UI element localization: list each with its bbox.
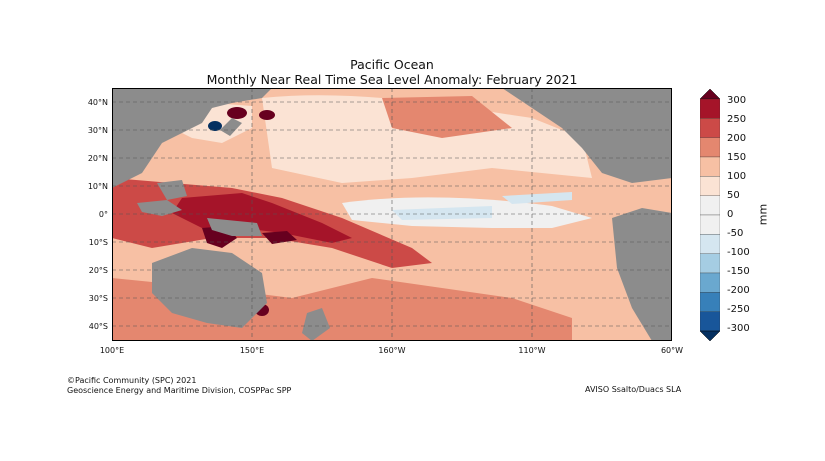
land-japan: [220, 118, 242, 136]
land-new-zealand: [302, 308, 330, 341]
sea-level-anomaly-map: [112, 88, 672, 341]
colorbar-cell: [699, 118, 721, 138]
graticule: [112, 88, 672, 341]
colorbar-cell: [699, 195, 721, 216]
colorbar-cell: [699, 156, 721, 177]
land-north-america: [502, 88, 672, 183]
colorbar-cell: [699, 272, 721, 293]
anomaly-kuroshio-warm-2: [259, 110, 275, 120]
credit-division: Geoscience Energy and Maritime Division,…: [67, 386, 292, 395]
land-south-america: [612, 208, 672, 341]
anomaly-warm-core-2: [262, 231, 297, 244]
lon-label-110w: 110°W: [518, 346, 546, 355]
land-australia: [152, 248, 267, 328]
colorbar-tick-50: 50: [727, 190, 740, 201]
lat-label-10s: 10°S: [88, 238, 108, 247]
colorbar-tick-neg150: -150: [727, 266, 750, 277]
colorbar-tick-300: 300: [727, 95, 747, 106]
title-region: Pacific Ocean: [350, 57, 434, 72]
anomaly-kuroshio-cold: [208, 121, 222, 131]
colorbar-cell: [699, 214, 721, 235]
anomaly-kuroshio-warm: [227, 107, 247, 119]
lat-label-40s: 40°S: [88, 322, 108, 331]
colorbar-cell: [699, 292, 721, 312]
lat-label-30n: 30°N: [87, 126, 108, 135]
credit-copyright: ©Pacific Community (SPC) 2021: [67, 376, 197, 385]
colorbar-tick-250: 250: [727, 114, 747, 125]
colorbar-tick-neg250: -250: [727, 304, 750, 315]
lat-label-20s: 20°S: [88, 266, 108, 275]
colorbar-cell: [699, 234, 721, 254]
land-new-guinea: [207, 218, 262, 236]
land-borneo: [157, 180, 187, 200]
colorbar-cell: [699, 176, 721, 196]
colorbar: [699, 88, 721, 342]
colorbar-tick-neg100: -100: [727, 247, 750, 258]
anomaly-equatorial-cold: [392, 206, 492, 220]
anomaly-warm-pool: [172, 193, 352, 243]
colorbar-tick-neg50: -50: [727, 228, 744, 239]
colorbar-cell: [699, 137, 721, 158]
anomaly-north-pacific: [262, 95, 592, 183]
colorbar-cell: [699, 253, 721, 274]
colorbar-unit-label: mm: [756, 203, 770, 226]
lon-label-100e: 100°E: [99, 346, 125, 355]
land-asia: [112, 88, 272, 188]
colorbar-cells: [699, 98, 721, 332]
colorbar-tick-100: 100: [727, 171, 747, 182]
lon-label-60w: 60°W: [660, 346, 684, 355]
colorbar-tick-200: 200: [727, 133, 747, 144]
data-source-label: AVISO Ssalto/Duacs SLA: [585, 385, 682, 394]
lat-label-20n: 20°N: [87, 154, 108, 163]
colorbar-tick-neg200: -200: [727, 285, 750, 296]
colorbar-cell: [699, 311, 721, 332]
colorbar-bottom-arrow: [699, 330, 721, 342]
lat-label-equator: 0°: [98, 210, 108, 219]
anomaly-east-cold: [502, 192, 572, 204]
lon-label-150e: 150°E: [239, 346, 265, 355]
lon-label-160w: 160°W: [378, 346, 406, 355]
land-maritime-se-asia: [137, 200, 182, 216]
map-border: [112, 88, 672, 341]
lat-label-10n: 10°N: [87, 182, 108, 191]
credit-block: ©Pacific Community (SPC) 2021 Geoscience…: [67, 376, 291, 396]
map-title: Pacific Ocean Monthly Near Real Time Sea…: [112, 57, 672, 87]
anomaly-east-north: [382, 96, 512, 138]
lat-label-40n: 40°N: [87, 98, 108, 107]
colorbar-tick-0: 0: [727, 209, 734, 220]
colorbar-tick-150: 150: [727, 152, 747, 163]
title-description: Monthly Near Real Time Sea Level Anomaly…: [206, 72, 578, 87]
colorbar-cell: [699, 98, 721, 119]
colorbar-top-arrow: [699, 88, 721, 100]
lat-label-30s: 30°S: [88, 294, 108, 303]
colorbar-tick-neg300: -300: [727, 323, 750, 334]
